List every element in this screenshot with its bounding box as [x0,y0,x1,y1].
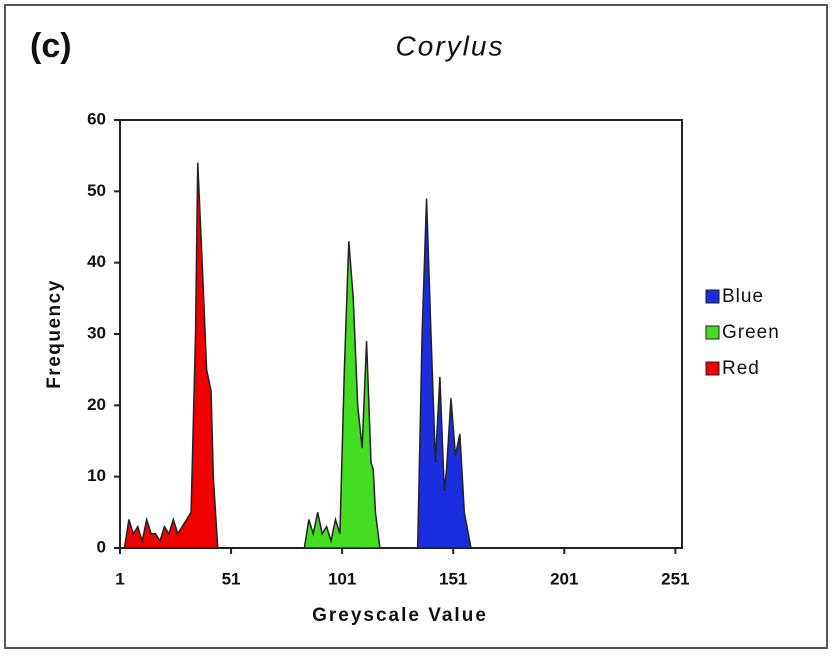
area [303,241,381,549]
y-tick-label: 10 [87,466,106,485]
legend-swatch [705,361,720,376]
y-tick-label: 20 [87,395,106,414]
x-tick-label: 101 [328,569,356,588]
legend-label: Green [722,322,780,343]
x-tick-label: 251 [661,569,689,588]
x-tick-label: 151 [439,569,467,588]
y-axis-label: Frequency [44,279,65,389]
x-tick-label: 51 [222,569,241,588]
legend-label: Red [722,358,760,379]
x-tick-label: 1 [115,569,124,588]
legend-label: Blue [722,286,764,307]
panel-label: (c) [30,27,72,65]
area [123,162,219,549]
legend-swatch [705,325,720,340]
legend-swatch [705,289,720,304]
y-tick-label: 50 [87,181,106,200]
y-tick-label: 30 [87,323,106,342]
y-tick-label: 40 [87,252,106,271]
y-tick-label: 0 [97,537,106,556]
y-tick-label: 60 [87,109,106,128]
area [416,198,472,549]
x-tick-label: 201 [550,569,578,588]
x-axis-label: Greyscale Value [312,605,488,626]
chart-title: Corylus [396,30,505,61]
